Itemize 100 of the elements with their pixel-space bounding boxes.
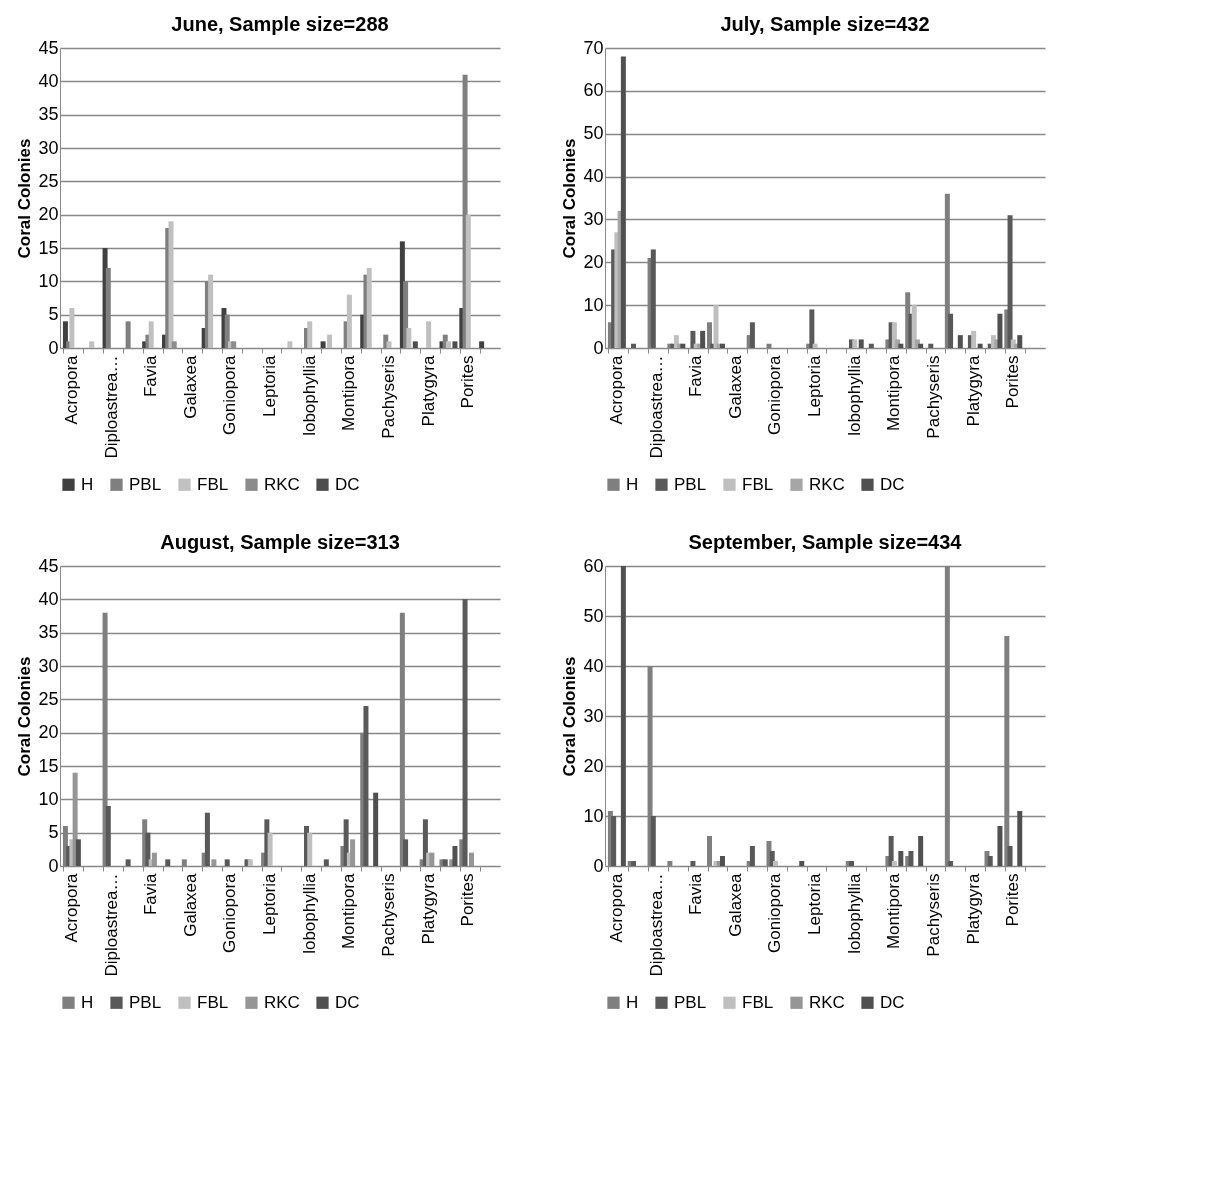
x-tick-label: Platygyra <box>418 872 438 945</box>
y-tick-label: 0 <box>593 855 604 876</box>
y-tick-label: 10 <box>583 294 604 315</box>
x-tick-label: Pachyseris <box>924 873 944 957</box>
x-tick-label: Favia <box>686 872 706 916</box>
y-tick-label: 30 <box>583 208 604 229</box>
bar <box>320 341 326 348</box>
bar <box>307 321 313 348</box>
bar <box>267 832 273 866</box>
legend-label: PBL <box>129 992 162 1012</box>
bar <box>469 852 475 866</box>
bar <box>948 313 954 348</box>
x-tick-label: Porites <box>458 355 478 409</box>
legend-label: PBL <box>674 992 707 1012</box>
x-tick-label: Montipora <box>884 872 904 950</box>
bar <box>898 851 904 866</box>
bar <box>997 826 1003 866</box>
y-tick-label: 25 <box>38 688 59 709</box>
x-tick-label: Leptoria <box>260 354 280 417</box>
y-tick-label: 50 <box>583 123 604 144</box>
x-tick-label: Goniopora <box>765 872 785 953</box>
bar <box>323 859 329 866</box>
bar <box>918 836 924 866</box>
x-tick-label: Galaxea <box>180 872 200 937</box>
y-tick-label: 20 <box>38 204 59 225</box>
y-tick-label: 40 <box>583 655 604 676</box>
y-axis-title: Coral Colonies <box>15 138 35 259</box>
x-tick-label: lobophyllia <box>844 872 864 954</box>
legend-label: H <box>626 992 639 1012</box>
x-tick-label: Porites <box>1003 355 1023 409</box>
bar <box>650 249 656 348</box>
y-tick-label: 0 <box>48 855 59 876</box>
x-tick-label: lobophyllia <box>844 354 864 436</box>
legend-label: FBL <box>742 992 774 1012</box>
y-tick-label: 5 <box>48 822 59 843</box>
x-tick-label: Acropora <box>61 872 81 943</box>
bar <box>908 851 914 866</box>
y-tick-label: 60 <box>583 80 604 101</box>
legend-label: RKC <box>264 474 300 494</box>
y-tick-label: 20 <box>38 722 59 743</box>
bar <box>75 839 81 866</box>
y-tick-label: 10 <box>38 788 59 809</box>
x-tick-label: Platygyra <box>418 354 438 427</box>
y-tick-label: 0 <box>593 337 604 358</box>
x-tick-label: Acropora <box>61 354 81 425</box>
x-tick-label: Favia <box>141 872 161 916</box>
bar <box>799 861 805 866</box>
x-tick-label: Goniopora <box>220 354 240 435</box>
y-tick-label: 15 <box>38 237 59 258</box>
x-tick-label: Diploastrea… <box>101 873 121 977</box>
bar <box>957 335 963 348</box>
legend-label: PBL <box>129 474 162 494</box>
x-tick-label: Platygyra <box>963 354 983 427</box>
x-tick-label: Galaxea <box>725 872 745 937</box>
bar <box>452 846 458 866</box>
bar <box>465 214 471 348</box>
bar <box>445 341 451 348</box>
x-tick-label: Diploastrea… <box>646 355 666 459</box>
bar <box>327 334 333 348</box>
bar <box>1017 811 1023 866</box>
bar <box>105 806 111 866</box>
bar <box>287 341 293 348</box>
x-tick-label: Pachyseris <box>379 355 399 439</box>
legend-label: RKC <box>264 992 300 1012</box>
x-tick-label: Galaxea <box>180 354 200 419</box>
chart-title: August, Sample size=313 <box>160 531 400 553</box>
y-tick-label: 30 <box>38 137 59 158</box>
bar <box>1007 846 1013 866</box>
bar <box>852 339 858 348</box>
chart-title: June, Sample size=288 <box>171 13 389 35</box>
bar <box>630 343 636 348</box>
bar <box>148 321 154 348</box>
x-tick-label: Diploastrea… <box>646 873 666 977</box>
bar <box>650 816 656 866</box>
bar <box>1017 335 1023 348</box>
bar <box>462 599 468 866</box>
x-tick-label: Goniopora <box>765 354 785 435</box>
y-tick-label: 10 <box>583 805 604 826</box>
legend-label: DC <box>335 992 360 1012</box>
x-tick-label: Acropora <box>606 354 626 425</box>
x-tick-label: Leptoria <box>805 872 825 935</box>
bar <box>373 792 379 866</box>
x-tick-label: Acropora <box>606 872 626 943</box>
bar <box>165 859 171 866</box>
x-tick-label: Pachyseris <box>924 355 944 439</box>
x-tick-label: Porites <box>458 873 478 927</box>
bar <box>151 852 157 866</box>
bar <box>69 308 75 348</box>
bar <box>713 305 719 348</box>
bar <box>363 706 369 866</box>
bar <box>977 343 983 348</box>
y-tick-label: 25 <box>38 170 59 191</box>
y-tick-label: 50 <box>583 605 604 626</box>
bar <box>898 343 904 348</box>
legend-label: H <box>626 474 639 494</box>
x-tick-label: Pachyseris <box>379 873 399 957</box>
x-tick-label: Leptoria <box>260 872 280 935</box>
legend-label: FBL <box>742 474 774 494</box>
y-tick-label: 5 <box>48 304 59 325</box>
y-tick-label: 35 <box>38 622 59 643</box>
